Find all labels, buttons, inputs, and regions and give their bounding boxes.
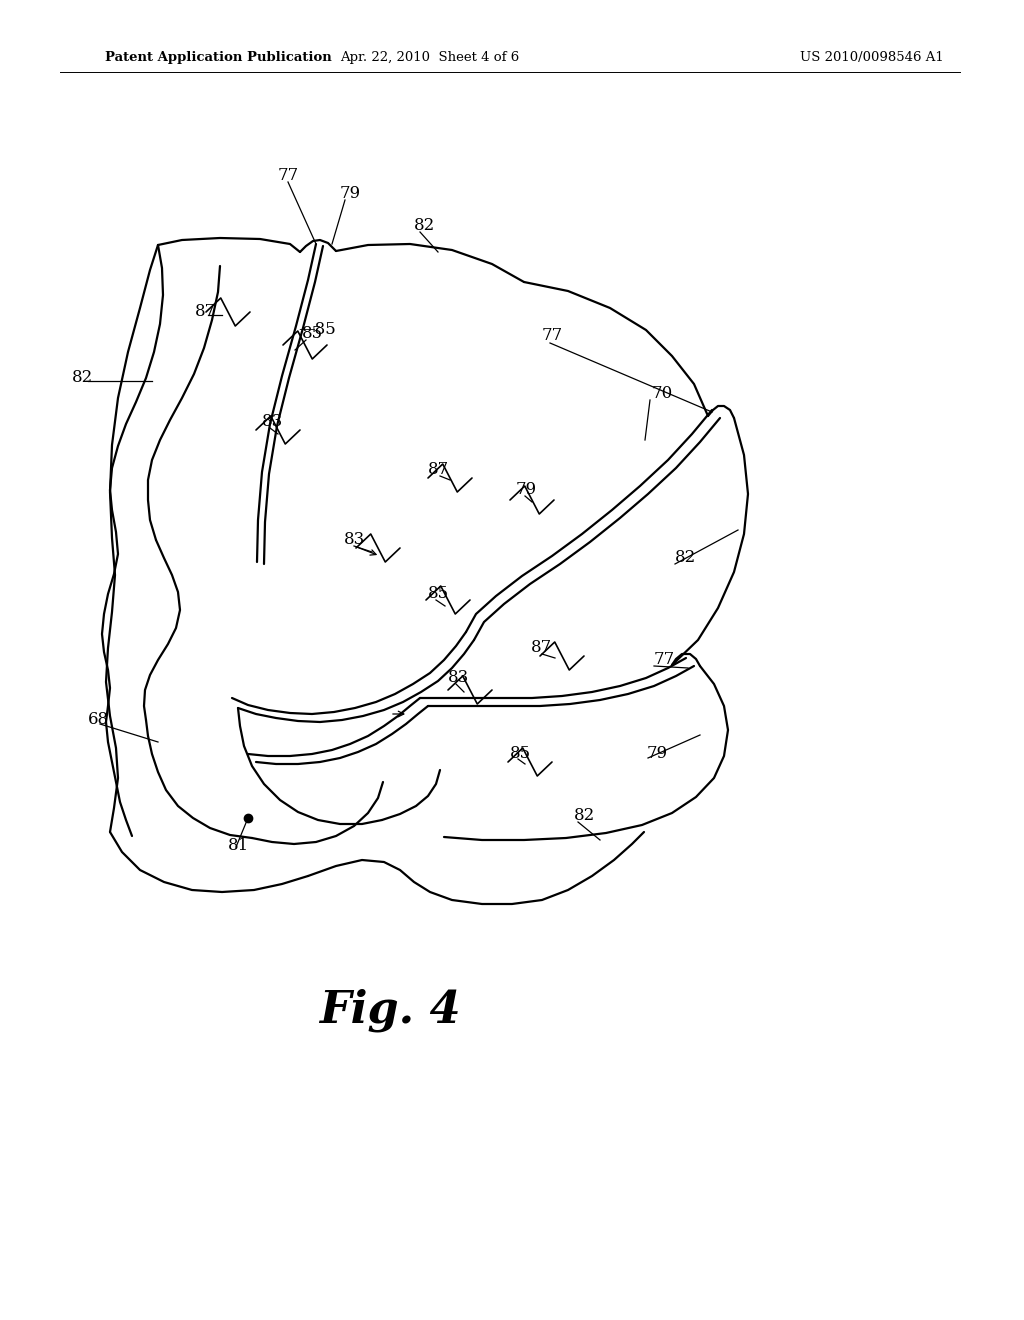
Text: 82: 82 [414,216,435,234]
Text: Fig. 4: Fig. 4 [319,989,461,1032]
Text: US 2010/0098546 A1: US 2010/0098546 A1 [800,51,944,65]
Text: 87: 87 [428,462,450,479]
Text: 83: 83 [262,413,284,430]
Text: 85: 85 [510,744,531,762]
Text: 70: 70 [652,385,673,403]
Text: 83: 83 [449,669,469,686]
Text: 87: 87 [195,304,216,321]
Text: 79: 79 [340,186,361,202]
Text: Apr. 22, 2010  Sheet 4 of 6: Apr. 22, 2010 Sheet 4 of 6 [340,51,519,65]
Text: Patent Application Publication: Patent Application Publication [105,51,332,65]
Text: 82: 82 [72,370,93,387]
Text: 79: 79 [516,482,538,499]
Text: 77: 77 [654,652,675,668]
Text: 82: 82 [574,808,595,825]
Text: 83: 83 [344,532,366,549]
Text: 77: 77 [278,166,299,183]
Text: 68: 68 [88,711,110,729]
Text: 82: 82 [675,549,696,566]
Text: 87: 87 [531,639,552,656]
Text: 77: 77 [542,327,563,345]
Text: —85: —85 [298,322,336,338]
Text: 79: 79 [647,744,668,762]
Text: 85: 85 [428,586,450,602]
Text: 81: 81 [228,837,249,854]
Text: 85: 85 [302,326,324,342]
